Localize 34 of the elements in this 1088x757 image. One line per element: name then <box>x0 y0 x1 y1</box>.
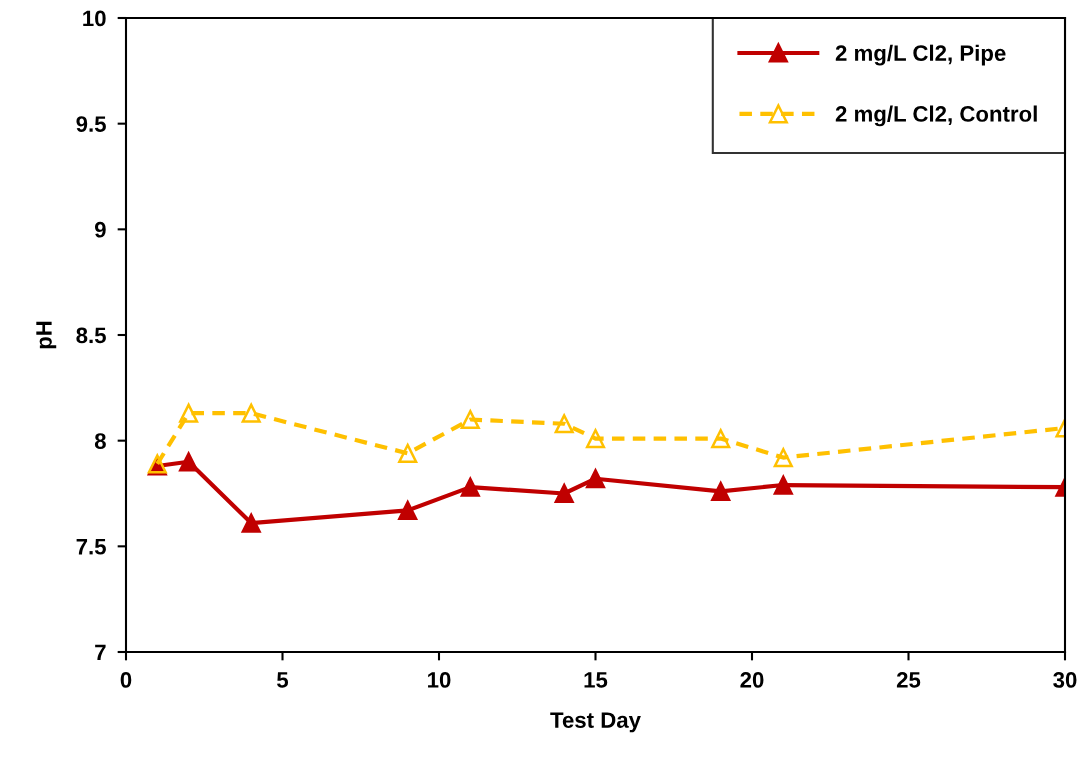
x-tick-label: 5 <box>277 672 289 688</box>
point <box>241 403 261 423</box>
x-tick-label: 30 <box>1053 672 1077 688</box>
legend-label: 2 mg/L Cl2, Control <box>835 105 1037 127</box>
point <box>179 403 199 423</box>
x-tick-label: 15 <box>584 672 608 688</box>
point <box>241 513 261 533</box>
x-tick-label: 25 <box>896 672 921 688</box>
x-tick-label: 20 <box>740 672 764 688</box>
y-axis-title: pH <box>36 321 57 349</box>
point <box>773 447 793 468</box>
point <box>585 469 606 489</box>
point <box>711 481 731 501</box>
point <box>554 483 574 504</box>
legend-label: 2 mg/L Cl2, Pipe <box>835 44 1006 66</box>
y-tick-label: 10 <box>83 10 106 27</box>
point <box>773 475 793 495</box>
x-axis-title: Test Day <box>550 712 641 733</box>
point <box>554 414 574 434</box>
y-tick-label: 7.5 <box>76 539 106 555</box>
y-tick-label: 9 <box>94 221 106 238</box>
y-tick-label: 9.5 <box>76 116 106 132</box>
point <box>460 409 480 430</box>
y-tick-label: 8 <box>94 433 106 449</box>
x-tick-label: 10 <box>428 672 451 688</box>
point <box>398 500 418 520</box>
point <box>585 428 606 449</box>
point <box>179 452 199 472</box>
point <box>711 428 731 449</box>
point <box>398 443 418 463</box>
point <box>460 477 480 497</box>
x-tick-label: 0 <box>120 672 132 688</box>
y-tick-label: 8.5 <box>76 327 106 344</box>
y-tick-label: 7 <box>95 644 106 661</box>
